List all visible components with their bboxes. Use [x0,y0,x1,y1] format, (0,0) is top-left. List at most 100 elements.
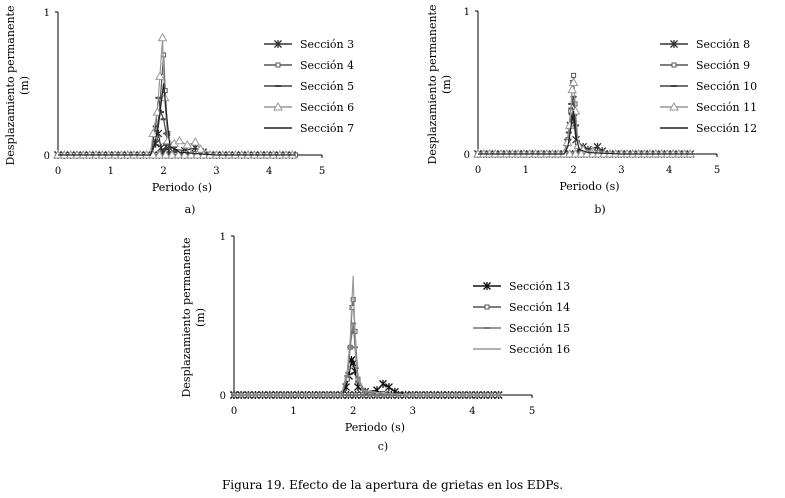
legend-swatch-marker [670,40,678,48]
x-axis-label: Periodo (s) [345,421,405,434]
series-line [478,96,694,155]
data-point [155,71,165,80]
data-point [582,148,592,158]
y-axis-label-unit: (m) [18,76,31,95]
chart-c: 0 1 2 3 4 5 0 1 Periodo (s) Desplazamiento perman… [180,232,570,453]
y-axis-label-unit: (m) [440,75,453,94]
legend-swatch-marker [669,101,679,111]
legend-item: Sección 6 [264,101,354,114]
data-point [160,149,171,159]
series-line [58,83,296,156]
panel-label: b) [594,203,605,216]
legend-label: Sección 5 [300,80,354,93]
data-point [379,379,387,388]
data-point [179,149,190,159]
legend-label: Sección 8 [696,38,750,51]
legend-item: Sección 15 [473,322,570,335]
x-tick-label: 4 [266,166,272,177]
y-tick-label: 0 [220,391,226,402]
x-tick-label: 2 [160,166,166,177]
y-axis-label: Desplazamiento permanente [180,238,193,398]
data-point [162,135,173,145]
x-tick-label: 0 [231,406,237,417]
series-line [234,299,503,396]
y-axis-label-unit: (m) [194,308,207,327]
legend-swatch-marker [483,282,491,290]
data-point [174,135,185,145]
series-line [478,111,694,155]
data-point [562,137,573,147]
data-point [576,148,587,158]
x-tick-label: 5 [319,166,325,177]
data-point [385,383,393,392]
x-axis-label: Periodo (s) [152,181,212,194]
x-tick-label: 1 [523,165,529,176]
data-point [570,148,581,158]
data-point [186,149,196,159]
legend-item: Sección 5 [264,80,354,93]
data-point [564,148,575,158]
legend-item: Sección 16 [473,343,570,356]
legend-swatch-marker [484,304,490,310]
data-point [173,149,184,159]
y-tick-label: 1 [464,7,470,18]
legend-label: Sección 16 [509,343,570,356]
legend-swatch-marker [274,40,282,48]
legend-item: Sección 14 [473,301,570,314]
series-line [58,54,296,156]
legend-label: Sección 15 [509,322,570,335]
legend-label: Sección 6 [300,101,354,114]
series-line [58,37,296,156]
x-tick-label: 0 [475,165,481,176]
series-line [234,275,503,396]
data-point [571,72,577,78]
legend-item: Sección 3 [264,38,354,51]
x-axis-label: Periodo (s) [559,180,619,193]
panel-label: a) [185,203,196,216]
y-axis-label: Desplazamiento permanente [426,5,439,165]
series-line [478,75,694,155]
legend-label: Sección 7 [300,122,354,135]
data-point [152,107,163,116]
x-tick-label: 5 [529,406,535,417]
data-point [195,144,206,153]
x-tick-label: 3 [410,406,416,417]
x-tick-label: 5 [714,165,720,176]
data-point [154,149,165,159]
series-line [478,82,694,155]
legend-item: Sección 7 [264,122,354,135]
x-tick-label: 1 [108,166,114,177]
legend-label: Sección 12 [696,122,757,135]
legend-item: Sección 10 [660,80,757,93]
legend-label: Sección 11 [696,101,757,114]
legend-swatch-marker [273,101,283,111]
data-point [350,297,356,303]
legend-item: Sección 13 [473,280,570,293]
legend-label: Sección 9 [696,59,750,72]
x-tick-label: 2 [570,165,576,176]
data-point [167,149,177,159]
y-tick-label: 1 [44,8,50,19]
legend-item: Sección 9 [660,59,750,72]
y-axis-label: Desplazamiento permanente [4,6,17,166]
legend-label: Sección 4 [300,59,354,72]
x-tick-label: 1 [290,406,296,417]
chart-a: 0 1 2 3 4 5 0 1 Periodo (s) Desplazamiento perman… [4,6,354,216]
legend-item: Sección 12 [660,122,757,135]
data-point [567,84,578,94]
data-point [587,148,598,158]
x-tick-label: 4 [469,406,475,417]
data-point [349,359,358,368]
legend-item: Sección 4 [264,59,354,72]
x-tick-label: 0 [55,166,61,177]
legend-label: Sección 14 [509,301,570,314]
x-tick-label: 2 [350,406,356,417]
legend-swatch-marker [671,62,677,68]
legend-swatch-marker [275,62,281,68]
y-tick-label: 1 [220,232,226,243]
chart-b: 0 1 2 3 4 5 0 1 Periodo (s) Desplazamiento perman… [426,5,757,216]
legend-label: Sección 10 [696,80,757,93]
x-tick-label: 3 [618,165,624,176]
legend-label: Sección 3 [300,38,354,51]
